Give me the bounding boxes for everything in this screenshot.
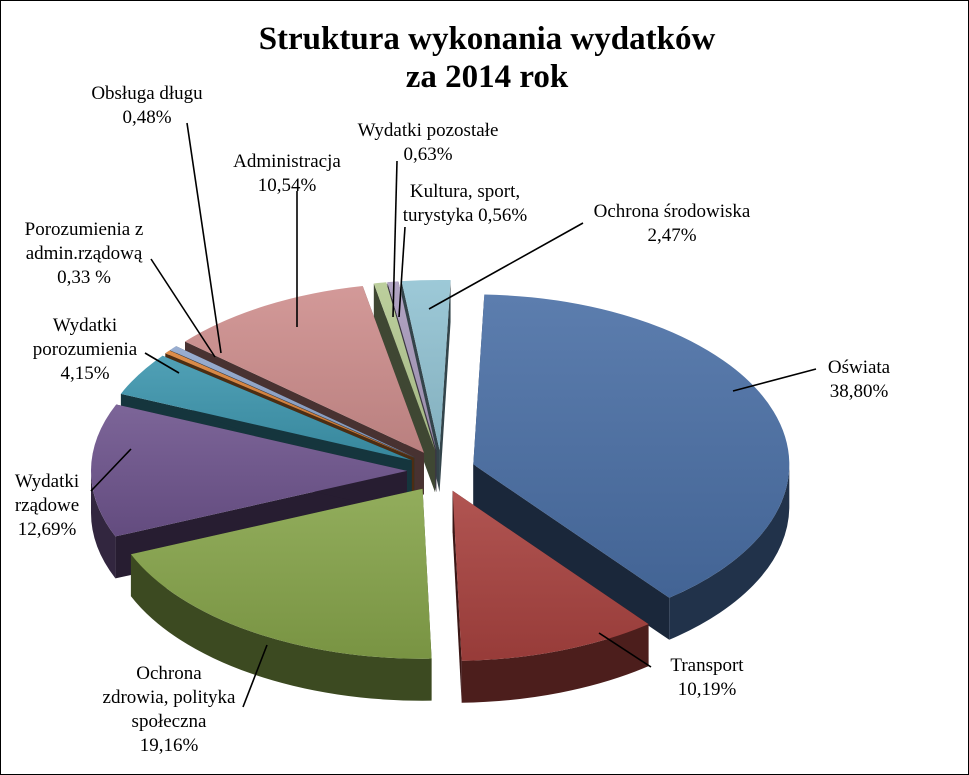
slice-label-line: porozumienia: [33, 339, 138, 360]
leader-line: [398, 226, 406, 318]
slice-label-line: Wydatki: [15, 471, 79, 492]
slice-label-line: 19,16%: [140, 735, 199, 756]
pie-slice-highlight: [165, 350, 415, 458]
pie-slice-highlight: [120, 355, 412, 461]
slice-label: Administracja 10,54%: [233, 151, 341, 196]
pie-slice-wall: [473, 464, 670, 640]
pie-slice-highlight: [130, 488, 432, 659]
pie-tops: [91, 279, 790, 661]
leader-line: [392, 160, 398, 318]
slice-label-line: rządowe: [15, 495, 79, 516]
slice-label-line: Obsługa długu: [91, 83, 203, 104]
leader-line: [186, 122, 222, 354]
slice-label-line: 0,48%: [122, 107, 171, 128]
pie-slice-highlight: [401, 279, 451, 450]
slice-label-line: społeczna: [132, 711, 207, 732]
slice-label-line: Ochrona środowiska: [594, 201, 751, 222]
slice-label: Wydatki porozumienia 4,15%: [33, 315, 138, 384]
leader-line: [598, 632, 652, 668]
slice-label: Porozumienia z admin.rządową 0,33 %: [25, 219, 144, 288]
pie-slice-highlight: [91, 404, 408, 537]
slice-label-line: 4,15%: [60, 363, 109, 384]
slice-label-line: Porozumienia z: [25, 219, 144, 240]
slice-label-line: 0,63%: [403, 144, 452, 165]
slice-label: Oświata 38,80%: [828, 357, 891, 402]
slice-label: Wydatki rządowe 12,69%: [15, 471, 79, 540]
slice-label-line: admin.rządową: [26, 243, 143, 264]
leader-line: [90, 448, 132, 492]
slice-label: Kultura, sport, turystyka 0,56%: [403, 181, 528, 226]
slice-label-line: 2,47%: [647, 225, 696, 246]
leader-lines: [90, 122, 817, 708]
slice-label-line: 10,54%: [258, 175, 317, 196]
leader-line: [242, 644, 268, 708]
slice-label-line: Wydatki: [53, 315, 117, 336]
slice-label: Obsługa długu 0,48%: [91, 83, 203, 128]
slice-label-line: Ochrona: [136, 663, 202, 684]
slice-label-line: Administracja: [233, 151, 341, 172]
pie-slice-side: [461, 624, 649, 703]
pie-slice-highlight: [185, 285, 424, 453]
pie-slice-side: [130, 554, 432, 701]
slice-label-line: turystyka 0,56%: [403, 205, 528, 226]
pie-slice-side: [91, 470, 116, 579]
slice-label-line: zdrowia, polityka: [103, 687, 237, 708]
slice-label-line: 38,80%: [830, 381, 889, 402]
slice-label: Transport 10,19%: [670, 655, 744, 700]
slice-label-line: 10,19%: [678, 679, 737, 700]
leader-line: [428, 222, 584, 310]
slice-label-line: Wydatki pozostałe: [358, 120, 499, 141]
pie-slice-wall: [439, 280, 451, 492]
leader-line: [732, 368, 817, 392]
pie-slice-highlight: [169, 346, 415, 458]
pie-slice-highlight: [387, 281, 437, 451]
leader-line: [150, 258, 216, 358]
pie-slice-side: [669, 464, 790, 640]
pie-slice-wall: [373, 283, 436, 493]
chart-title-line-1: Struktura wykonania wydatków: [259, 21, 716, 57]
pie-slice-highlight: [473, 294, 790, 598]
slice-label: Ochrona zdrowia, polityka społeczna 19,16%: [103, 663, 237, 756]
pie-slice-highlight: [452, 490, 649, 661]
slice-label-line: 0,33 %: [57, 267, 111, 288]
chart-title: Struktura wykonania wydatków za 2014 rok: [259, 21, 716, 95]
pie-slice-wall: [452, 490, 462, 703]
slice-label: Wydatki pozostałe 0,63%: [358, 120, 499, 165]
slice-label-line: 12,69%: [18, 519, 77, 540]
slice-label-line: Transport: [670, 655, 744, 676]
slice-label: Ochrona środowiska 2,47%: [594, 201, 751, 246]
pie-slice-highlight: [373, 282, 436, 451]
chart-title-line-2: za 2014 rok: [406, 59, 569, 95]
slice-label-line: Kultura, sport,: [410, 181, 520, 202]
leader-line: [144, 352, 180, 374]
slice-labels: Oświata 38,80% Transport 10,19% Ochrona zdrow…: [15, 83, 891, 756]
slice-label-line: Oświata: [828, 357, 891, 378]
